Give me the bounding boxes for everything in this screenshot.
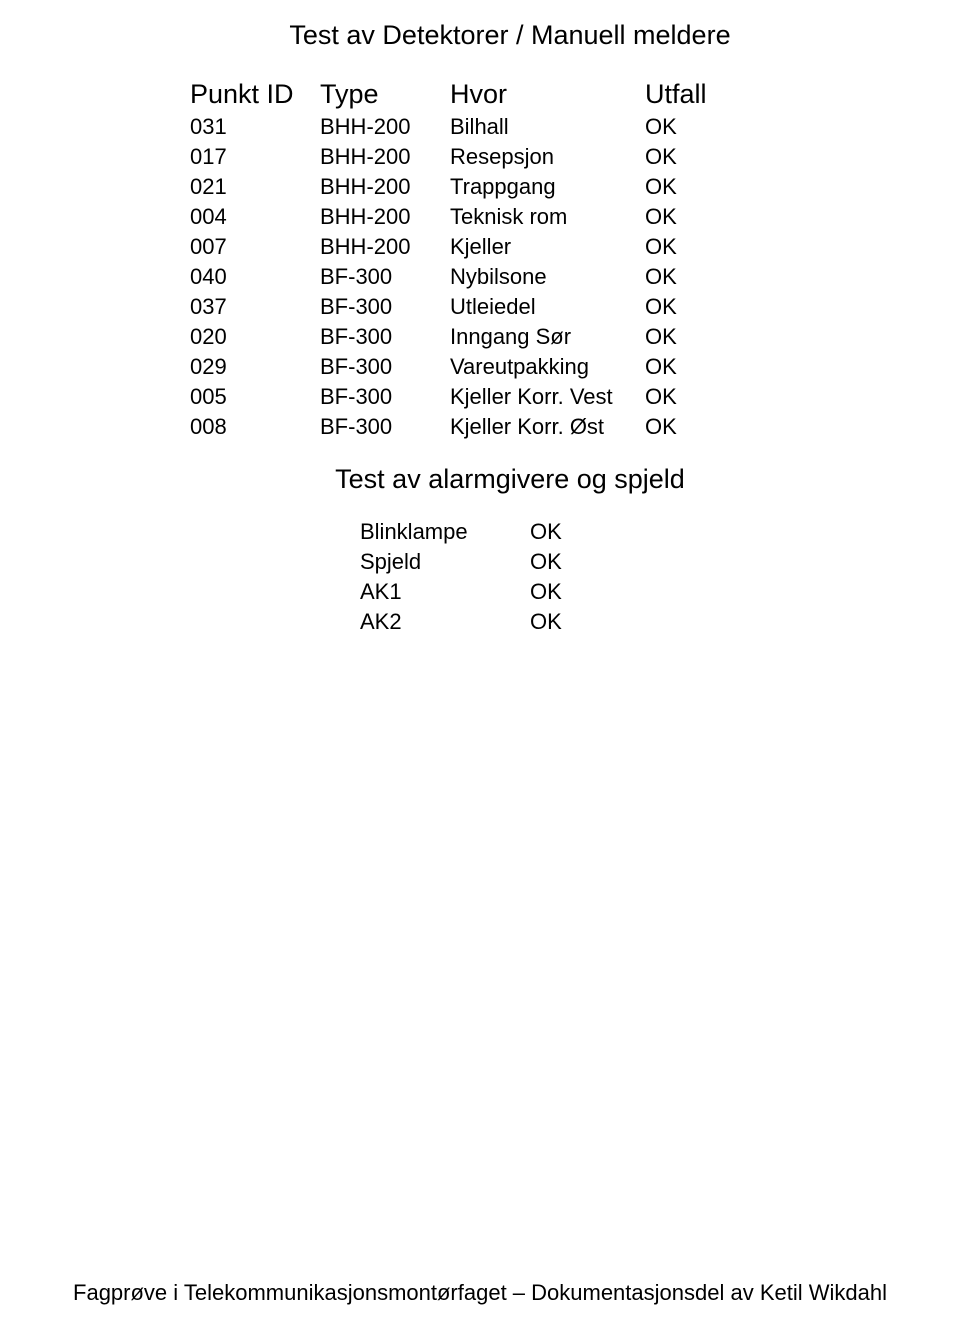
cell-result: OK (645, 172, 715, 202)
cell-type: BF-300 (320, 352, 450, 382)
table-row: 031 BHH-200 Bilhall OK (190, 112, 715, 142)
cell-where: Kjeller Korr. Vest (450, 382, 645, 412)
cell-id: 037 (190, 292, 320, 322)
cell-id: 031 (190, 112, 320, 142)
cell-result: OK (645, 112, 715, 142)
table-row: 021 BHH-200 Trappgang OK (190, 172, 715, 202)
table-row: 017 BHH-200 Resepsjon OK (190, 142, 715, 172)
cell-result: OK (645, 202, 715, 232)
cell-type: BHH-200 (320, 232, 450, 262)
table-row: 004 BHH-200 Teknisk rom OK (190, 202, 715, 232)
table-row: Blinklampe OK (360, 517, 590, 547)
table-row: 005 BF-300 Kjeller Korr. Vest OK (190, 382, 715, 412)
cell-where: Nybilsone (450, 262, 645, 292)
cell-result: OK (645, 142, 715, 172)
cell-alarm-name: Blinklampe (360, 517, 530, 547)
cell-result: OK (645, 292, 715, 322)
header-type: Type (320, 79, 450, 112)
table-row: Spjeld OK (360, 547, 590, 577)
table-row: 020 BF-300 Inngang Sør OK (190, 322, 715, 352)
cell-id: 029 (190, 352, 320, 382)
cell-where: Utleiedel (450, 292, 645, 322)
cell-where: Teknisk rom (450, 202, 645, 232)
cell-where: Vareutpakking (450, 352, 645, 382)
cell-where: Kjeller (450, 232, 645, 262)
header-utfall: Utfall (645, 79, 715, 112)
cell-alarm-result: OK (530, 577, 590, 607)
cell-alarm-name: AK2 (360, 607, 530, 637)
table-header-row: Punkt ID Type Hvor Utfall (190, 79, 715, 112)
cell-id: 017 (190, 142, 320, 172)
table-row: 037 BF-300 Utleiedel OK (190, 292, 715, 322)
cell-id: 007 (190, 232, 320, 262)
cell-result: OK (645, 322, 715, 352)
cell-where: Resepsjon (450, 142, 645, 172)
cell-alarm-result: OK (530, 517, 590, 547)
cell-result: OK (645, 232, 715, 262)
cell-where: Trappgang (450, 172, 645, 202)
cell-type: BHH-200 (320, 142, 450, 172)
cell-type: BHH-200 (320, 202, 450, 232)
document-page: Test av Detektorer / Manuell meldere Pun… (0, 0, 960, 637)
cell-id: 020 (190, 322, 320, 352)
page-footer: Fagprøve i Telekommunikasjonsmontørfaget… (0, 1280, 960, 1306)
cell-alarm-name: Spjeld (360, 547, 530, 577)
cell-where: Kjeller Korr. Øst (450, 412, 645, 442)
table-row: AK2 OK (360, 607, 590, 637)
cell-result: OK (645, 412, 715, 442)
cell-type: BF-300 (320, 322, 450, 352)
section-title-detectors: Test av Detektorer / Manuell meldere (170, 20, 840, 51)
table-row: AK1 OK (360, 577, 590, 607)
alarm-table: Blinklampe OK Spjeld OK AK1 OK AK2 OK (360, 517, 590, 637)
cell-result: OK (645, 382, 715, 412)
cell-result: OK (645, 262, 715, 292)
cell-where: Bilhall (450, 112, 645, 142)
cell-result: OK (645, 352, 715, 382)
cell-id: 008 (190, 412, 320, 442)
cell-type: BF-300 (320, 412, 450, 442)
table-row: 008 BF-300 Kjeller Korr. Øst OK (190, 412, 715, 442)
header-punkt-id: Punkt ID (190, 79, 320, 112)
cell-type: BF-300 (320, 382, 450, 412)
cell-type: BHH-200 (320, 172, 450, 202)
table-row: 040 BF-300 Nybilsone OK (190, 262, 715, 292)
cell-id: 004 (190, 202, 320, 232)
cell-id: 005 (190, 382, 320, 412)
cell-alarm-result: OK (530, 607, 590, 637)
cell-type: BF-300 (320, 262, 450, 292)
table-row: 029 BF-300 Vareutpakking OK (190, 352, 715, 382)
table-row: 007 BHH-200 Kjeller OK (190, 232, 715, 262)
section-title-alarm: Test av alarmgivere og spjeld (170, 464, 840, 495)
header-hvor: Hvor (450, 79, 645, 112)
detectors-table: Punkt ID Type Hvor Utfall 031 BHH-200 Bi… (190, 79, 715, 442)
cell-type: BHH-200 (320, 112, 450, 142)
cell-alarm-result: OK (530, 547, 590, 577)
cell-where: Inngang Sør (450, 322, 645, 352)
cell-alarm-name: AK1 (360, 577, 530, 607)
cell-id: 040 (190, 262, 320, 292)
cell-id: 021 (190, 172, 320, 202)
cell-type: BF-300 (320, 292, 450, 322)
